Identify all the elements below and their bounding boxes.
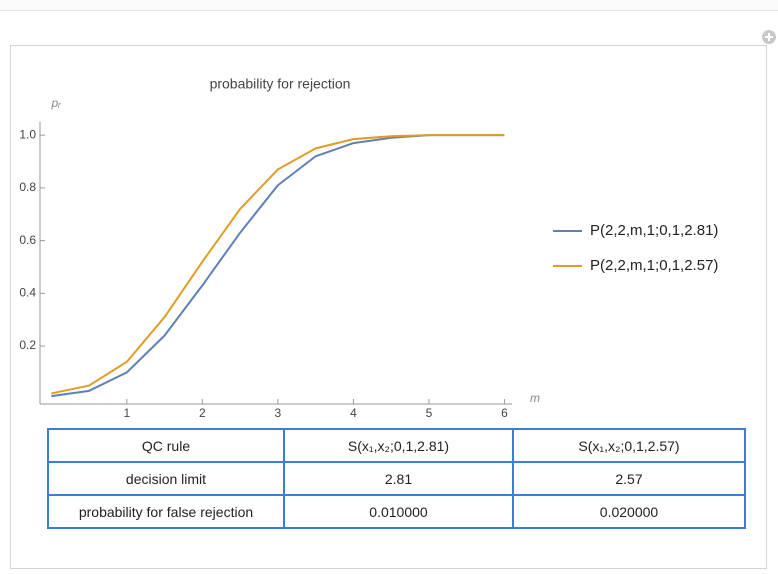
table-row: decision limit 2.81 2.57 (47, 461, 746, 496)
top-bar (0, 0, 778, 11)
x-tick-label: 4 (350, 406, 357, 420)
table-cell: decision limit (47, 461, 285, 496)
table-cell: 2.57 (512, 461, 746, 496)
output-frame (10, 45, 767, 569)
x-axis-label: m (530, 391, 540, 405)
x-tick-label: 2 (199, 406, 206, 420)
table-cell: S(x₁,x₂;0,1,2.81) (283, 428, 514, 463)
table-cell: QC rule (47, 428, 285, 463)
table-cell: 2.81 (283, 461, 514, 496)
y-tick-label: 0.2 (19, 338, 36, 352)
table-cell: S(x₁,x₂;0,1,2.57) (512, 428, 746, 463)
x-tick-label: 3 (275, 406, 282, 420)
legend-label: P(2,2,m,1;0,1,2.81) (590, 222, 718, 239)
legend-label: P(2,2,m,1;0,1,2.57) (590, 257, 718, 274)
y-tick-label: 0.6 (19, 233, 36, 247)
table-cell: probability for false rejection (47, 494, 285, 529)
y-tick-label: 1.0 (19, 127, 36, 141)
chart-title: probability for rejection (210, 76, 351, 92)
y-tick-label: 0.4 (19, 285, 36, 299)
qc-table: QC rule S(x₁,x₂;0,1,2.81) S(x₁,x₂;0,1,2.57… (47, 428, 746, 529)
x-tick-label: 6 (501, 406, 508, 420)
table-cell: 0.020000 (512, 494, 746, 529)
table-row: QC rule S(x₁,x₂;0,1,2.81) S(x₁,x₂;0,1,2.57… (47, 428, 746, 463)
x-tick-label: 5 (426, 406, 433, 420)
table-row: probability for false rejection 0.010000 0… (47, 494, 746, 529)
series-line (51, 134, 505, 398)
y-tick-label: 0.8 (19, 180, 36, 194)
x-tick-label: 1 (124, 406, 131, 420)
table-cell: 0.010000 (283, 494, 514, 529)
y-axis-label: pᵣ (51, 96, 62, 110)
series-line (51, 134, 505, 395)
add-icon (765, 33, 773, 41)
